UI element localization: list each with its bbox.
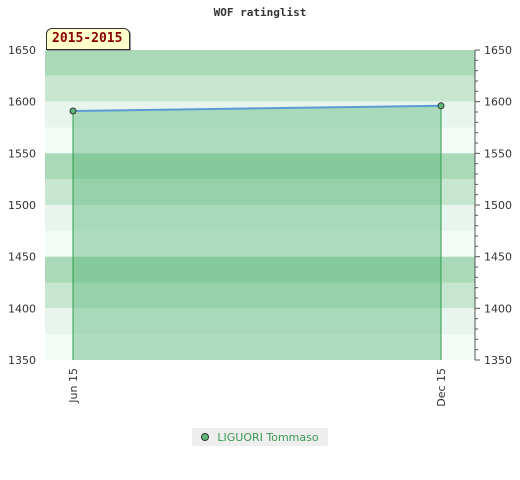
y-tick-label-left: 1600 [8,96,36,109]
background-band [45,230,475,257]
series-area-fill [73,105,441,360]
legend-marker-icon [201,433,210,441]
series-line [72,104,442,112]
y-axis-right: 1350 1400 1450 1500 1550 1600 1650 [475,44,512,367]
series-markers [69,102,445,115]
y-tick-label-left: 1400 [8,302,36,315]
legend-label: LIGUORI Tommaso [217,430,319,444]
y-axis-left: 1350 1400 1450 1500 1550 1600 1650 [8,44,36,367]
season-badge: 2015-2015 [46,28,131,50]
background-band [45,256,475,283]
y-tick-label-right: 1650 [484,44,512,57]
background-band [45,50,475,76]
chart-title: WOF ratinglist [213,6,307,19]
y-tick-label-left: 1450 [8,251,36,264]
series-area [72,104,442,360]
background-band [45,153,475,180]
background-band [45,282,475,309]
background-band [45,75,475,102]
background-bands [45,50,475,360]
x-tick-label: Dec 15 [435,368,448,407]
y-tick-label-right: 1600 [484,96,512,109]
background-band [45,308,475,335]
background-band [45,205,475,231]
y-tick-label-right: 1450 [484,251,512,264]
y-tick-label-left: 1650 [8,44,36,57]
y-tick-label-right: 1500 [484,199,512,212]
series-point [437,102,445,110]
background-band [45,334,475,360]
y-tick-label-right: 1400 [484,302,512,315]
y-tick-label-right: 1350 [484,354,512,367]
x-tick-label: Jun 15 [67,368,80,404]
y-tick-label-right: 1550 [484,147,512,160]
background-band [45,179,475,205]
background-band [45,127,475,154]
y-tick-label-left: 1350 [8,354,36,367]
y-tick-label-left: 1550 [8,147,36,160]
x-axis-labels: Jun 15 Dec 15 [67,368,448,407]
series-point [69,107,77,115]
y-tick-label-left: 1500 [8,199,36,212]
legend[interactable]: LIGUORI Tommaso [192,428,328,446]
